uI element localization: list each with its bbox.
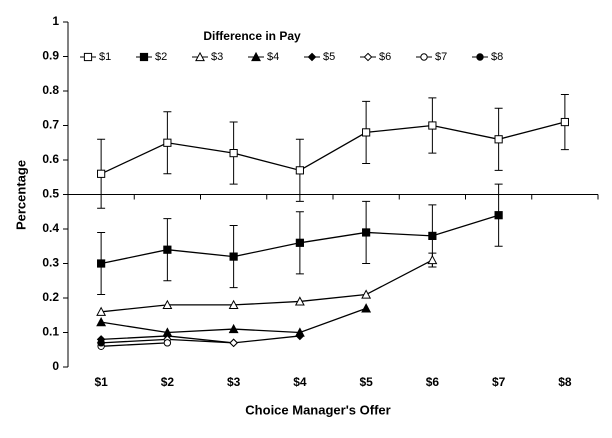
data-point bbox=[362, 228, 371, 237]
data-point bbox=[228, 299, 239, 309]
x-tick-label: $7 bbox=[492, 375, 506, 389]
x-tick-label: $8 bbox=[558, 375, 572, 389]
x-tick-label: $4 bbox=[293, 375, 307, 389]
data-point bbox=[560, 117, 569, 127]
y-tick-label: 0.5 bbox=[42, 187, 59, 201]
legend-title: Difference in Pay bbox=[203, 29, 301, 43]
series-line bbox=[100, 121, 566, 175]
legend-label: $7 bbox=[435, 51, 447, 63]
y-tick-label: 1 bbox=[52, 14, 59, 28]
legend-marker bbox=[195, 51, 205, 62]
data-point bbox=[229, 149, 238, 158]
data-point bbox=[162, 299, 173, 309]
y-tick-label: 0.3 bbox=[42, 256, 59, 270]
y-tick-label: 0.8 bbox=[42, 83, 59, 97]
data-point bbox=[97, 259, 106, 268]
series-line bbox=[101, 335, 300, 344]
data-point bbox=[163, 245, 172, 254]
data-point bbox=[97, 339, 105, 347]
data-point bbox=[163, 138, 172, 147]
y-tick-label: 0.1 bbox=[42, 325, 59, 339]
data-point bbox=[295, 238, 304, 247]
data-point bbox=[294, 296, 305, 306]
x-tick-label: $6 bbox=[426, 375, 440, 389]
data-point bbox=[428, 231, 437, 241]
x-tick-label: $3 bbox=[227, 375, 241, 389]
legend-label: $1 bbox=[99, 51, 111, 63]
y-axis-title: Percentage bbox=[13, 160, 28, 230]
x-tick-label: $2 bbox=[161, 375, 175, 389]
x-tick-label: $5 bbox=[359, 375, 373, 389]
data-point bbox=[427, 254, 438, 265]
legend-marker bbox=[307, 52, 317, 62]
data-point bbox=[362, 128, 371, 137]
series-line bbox=[101, 259, 433, 313]
legend-marker bbox=[139, 52, 149, 62]
data-point bbox=[361, 289, 372, 299]
legend-label: $3 bbox=[211, 51, 223, 63]
legend-marker bbox=[363, 52, 373, 62]
legend-label: $5 bbox=[323, 51, 335, 63]
data-point bbox=[295, 166, 304, 175]
series-line bbox=[101, 342, 168, 347]
y-tick-label: 0.9 bbox=[42, 49, 59, 63]
data-point bbox=[494, 211, 503, 220]
data-point bbox=[163, 339, 172, 347]
data-point bbox=[295, 331, 305, 341]
legend-marker bbox=[420, 53, 428, 61]
y-tick-label: 0.6 bbox=[42, 152, 59, 166]
legend-label: $2 bbox=[155, 51, 167, 63]
data-point bbox=[361, 303, 372, 313]
legend-marker bbox=[83, 52, 93, 62]
legend-label: $8 bbox=[491, 51, 503, 63]
y-tick-label: 0 bbox=[52, 359, 59, 373]
y-tick-label: 0.2 bbox=[42, 290, 59, 304]
data-point bbox=[229, 338, 238, 348]
data-point bbox=[229, 252, 238, 261]
data-point bbox=[228, 323, 239, 334]
y-tick-label: 0.4 bbox=[42, 221, 59, 235]
y-tick-label: 0.7 bbox=[42, 118, 59, 132]
data-point bbox=[428, 121, 437, 130]
x-axis-title: Choice Manager's Offer bbox=[245, 402, 390, 417]
legend-marker bbox=[476, 53, 484, 61]
legend-label: $4 bbox=[267, 51, 279, 63]
data-point bbox=[97, 169, 106, 178]
legend-label: $6 bbox=[379, 51, 391, 63]
data-point bbox=[96, 316, 107, 327]
data-point bbox=[96, 306, 107, 316]
legend-marker bbox=[251, 51, 261, 62]
x-tick-label: $1 bbox=[94, 375, 108, 389]
data-point bbox=[494, 135, 503, 144]
